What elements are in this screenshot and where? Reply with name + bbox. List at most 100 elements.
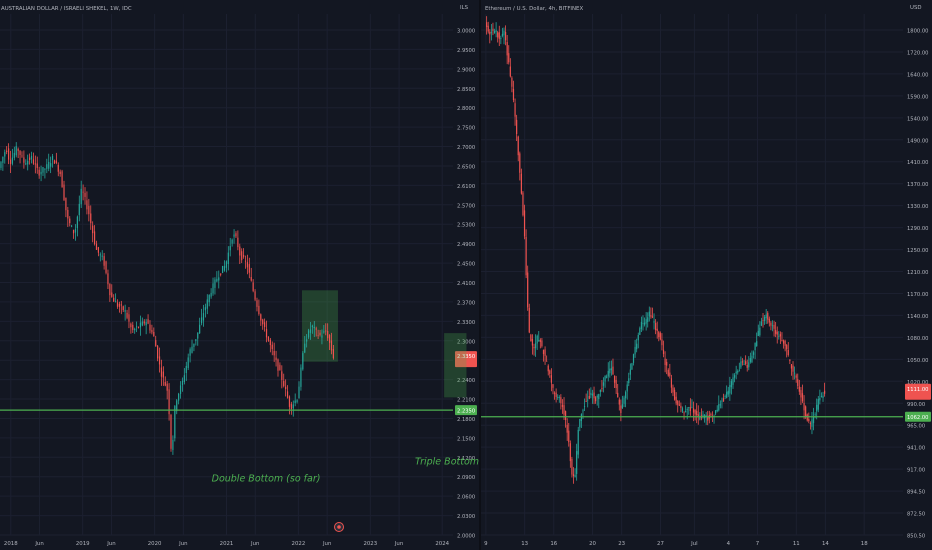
- candle-body: [185, 365, 187, 374]
- candle-body: [487, 25, 489, 32]
- candle-body: [137, 327, 140, 329]
- pattern-annotation: Double Bottom (so far): [212, 474, 321, 485]
- y-tick-label: 2.3300: [457, 320, 475, 326]
- candle-body: [29, 157, 31, 161]
- candle-body: [74, 229, 77, 233]
- candle-body: [563, 405, 565, 415]
- currency-label: ILS: [460, 5, 469, 11]
- candle-body: [640, 321, 643, 329]
- candle-body: [752, 352, 755, 355]
- candle-body: [552, 384, 554, 388]
- candle-body: [124, 310, 126, 312]
- candle-body: [279, 364, 281, 371]
- x-tick-label: 2024: [435, 541, 449, 547]
- y-tick-label: 1720.00: [907, 50, 928, 56]
- candle-body: [13, 152, 15, 158]
- candle-body: [615, 379, 617, 389]
- candle-body: [606, 376, 608, 378]
- last-price-tag: [455, 351, 477, 368]
- candle-body: [103, 256, 105, 266]
- candle-body: [250, 277, 252, 281]
- candle-body: [9, 159, 12, 165]
- candle-body: [132, 324, 134, 330]
- candle-body: [143, 321, 145, 324]
- candle-body: [519, 153, 521, 173]
- candle-body: [754, 342, 756, 351]
- candle-body: [741, 361, 744, 363]
- candle-body: [309, 329, 312, 333]
- candle-body: [678, 404, 680, 406]
- candle-body: [233, 234, 235, 237]
- candle-body: [590, 392, 592, 395]
- x-tick-label: 2018: [4, 541, 18, 547]
- y-tick-label: 2.5300: [457, 223, 475, 229]
- candle-body: [795, 375, 797, 378]
- candle-body: [598, 393, 600, 400]
- candle-body: [539, 339, 541, 342]
- y-tick-label: 872.50: [907, 512, 925, 518]
- candle-body: [523, 210, 526, 237]
- candle-body: [726, 391, 728, 398]
- candle-body: [776, 331, 778, 335]
- x-tick-label: 4: [727, 541, 731, 547]
- candle-body: [577, 429, 579, 455]
- candle-body: [685, 411, 687, 413]
- candle-body: [260, 314, 262, 321]
- candle-body: [214, 279, 216, 288]
- candle-body: [500, 38, 502, 39]
- x-tick-label: Jun: [322, 541, 331, 547]
- y-tick-label: 2.8000: [457, 106, 475, 112]
- y-tick-label: 2.2400: [457, 378, 475, 384]
- x-tick-label: 2019: [76, 541, 90, 547]
- candle-body: [107, 273, 109, 285]
- candle-body: [227, 252, 229, 265]
- x-tick-label: Jun: [250, 541, 259, 547]
- candle-body: [798, 386, 800, 392]
- candle-body: [667, 369, 669, 376]
- candle-body: [727, 390, 729, 395]
- candle-body: [216, 278, 218, 282]
- candle-body: [46, 164, 48, 169]
- candle-body: [601, 388, 603, 389]
- candle-body: [495, 30, 497, 32]
- x-tick-label: 27: [657, 541, 664, 547]
- candle-body: [628, 378, 630, 384]
- candle-body: [176, 400, 178, 412]
- candle-body: [650, 315, 652, 317]
- x-tick-label: 9: [484, 541, 488, 547]
- candle-body: [254, 291, 256, 300]
- candle-body: [113, 297, 115, 302]
- candle-body: [666, 361, 668, 366]
- candle-body: [258, 305, 260, 315]
- candle-body: [724, 396, 726, 397]
- candle-body: [681, 408, 684, 412]
- candle-body: [642, 323, 644, 324]
- candle-body: [199, 324, 201, 334]
- y-tick-label: 2.6100: [457, 184, 475, 190]
- candle-body: [617, 392, 619, 398]
- candle-body: [311, 325, 313, 328]
- candle-body: [97, 247, 99, 253]
- y-tick-label: 965.00: [907, 424, 925, 430]
- y-tick-label: 1370.00: [907, 182, 928, 188]
- candle-body: [497, 32, 499, 38]
- y-tick-label: 1080.00: [907, 336, 928, 342]
- y-tick-label: 2.4100: [457, 281, 475, 287]
- candle-body: [300, 367, 302, 387]
- candle-body: [208, 295, 210, 303]
- candle-body: [298, 386, 300, 399]
- x-tick-label: 14: [822, 541, 829, 547]
- y-tick-label: 1290.00: [907, 226, 928, 232]
- candle-body: [200, 317, 203, 324]
- candle-body: [732, 377, 734, 385]
- candle-body: [307, 330, 310, 338]
- candle-body: [4, 152, 6, 157]
- y-tick-label: 2.3000: [457, 339, 475, 345]
- candle-body: [118, 303, 121, 307]
- candle-body: [78, 203, 80, 216]
- y-tick-label: 2.0300: [457, 514, 475, 520]
- candle-body: [256, 300, 258, 307]
- candle-body: [569, 443, 571, 462]
- candle-body: [317, 335, 319, 336]
